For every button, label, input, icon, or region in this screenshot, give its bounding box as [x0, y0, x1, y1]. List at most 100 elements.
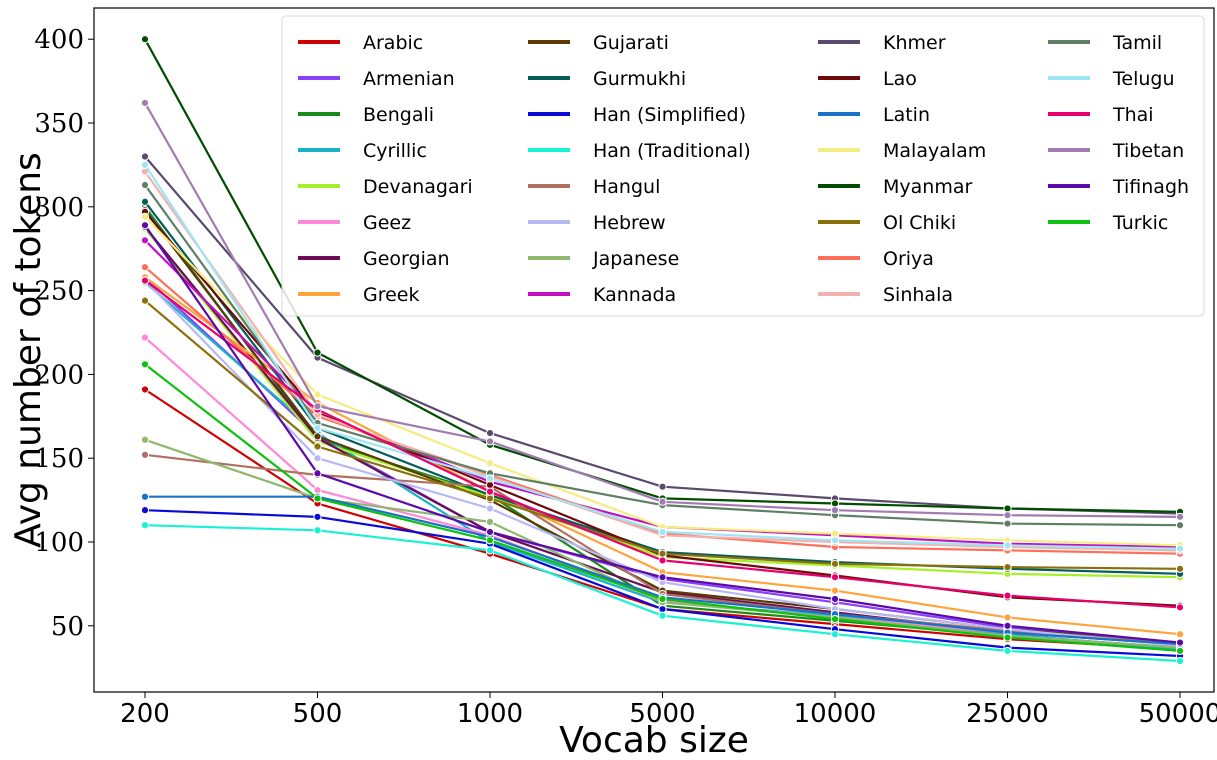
- data-point: [658, 594, 667, 604]
- data-point: [1175, 603, 1185, 612]
- legend-label: Latin: [883, 104, 930, 126]
- data-point: [1003, 563, 1012, 572]
- data-point: [485, 546, 495, 555]
- data-point: [658, 497, 667, 506]
- y-axis-title: Avg number of tokens: [8, 152, 49, 548]
- data-point: [658, 549, 667, 558]
- legend-label: Ol Chiki: [883, 212, 956, 234]
- legend-label: Greek: [363, 284, 420, 306]
- legend-label: Malayalam: [883, 140, 986, 162]
- legend-label: Sinhala: [883, 284, 953, 306]
- x-tick-label: 200: [120, 699, 170, 729]
- data-point: [140, 296, 150, 305]
- data-point: [1175, 646, 1185, 656]
- data-point: [140, 263, 150, 272]
- x-tick-label: 50000: [1139, 699, 1217, 729]
- legend-label: Han (Traditional): [593, 140, 751, 162]
- data-point: [140, 521, 150, 530]
- data-point: [1175, 638, 1185, 647]
- plot-frame: [93, 7, 1215, 693]
- legend-label: Telugu: [1112, 68, 1175, 90]
- data-point: [485, 487, 495, 496]
- legend-label: Geez: [363, 212, 411, 234]
- data-point: [140, 160, 150, 169]
- data-point: [1175, 544, 1185, 553]
- data-point: [140, 236, 150, 245]
- data-point: [1175, 656, 1185, 666]
- data-point: [830, 536, 840, 545]
- data-point: [658, 527, 667, 537]
- data-point: [313, 423, 322, 433]
- data-point: [140, 212, 150, 221]
- x-tick-label: 25000: [966, 699, 1049, 729]
- legend-box: [281, 15, 1205, 317]
- y-tick-label: 200: [34, 360, 84, 390]
- data-point: [313, 512, 322, 521]
- data-point: [140, 152, 150, 161]
- data-point: [313, 526, 322, 535]
- data-point: [313, 402, 322, 411]
- data-point: [140, 492, 150, 501]
- data-point: [485, 504, 495, 513]
- series-lines: [140, 35, 1185, 666]
- data-point: [485, 474, 495, 483]
- legend-label: Hangul: [593, 176, 660, 198]
- x-axis-ticks: 200 500 1000 5000 10000 25000 50000: [120, 692, 1217, 729]
- legend-label: Arabic: [363, 32, 423, 54]
- data-point: [830, 630, 840, 639]
- data-point: [485, 536, 495, 545]
- x-axis-title: Vocab size: [559, 720, 749, 760]
- legend-label: Myanmar: [883, 176, 972, 198]
- legend-label: Armenian: [363, 68, 455, 90]
- data-point: [1175, 521, 1185, 530]
- legend-label: Hebrew: [593, 212, 666, 234]
- y-tick-label: 100: [34, 528, 84, 558]
- legend-label: Tibetan: [1112, 140, 1184, 162]
- series-tifinagh: [140, 221, 1185, 647]
- data-point: [140, 276, 150, 285]
- data-point: [658, 482, 667, 491]
- data-point: [140, 435, 150, 444]
- data-point: [140, 98, 150, 107]
- y-tick-label: 250: [34, 277, 84, 307]
- data-point: [140, 506, 150, 515]
- data-point: [140, 333, 150, 342]
- y-tick-label: 350: [34, 109, 84, 139]
- data-point: [658, 573, 667, 582]
- series-tibetan: [140, 98, 1185, 521]
- x-tick-label: 10000: [794, 699, 877, 729]
- data-point: [1175, 630, 1185, 639]
- data-point: [1003, 633, 1012, 642]
- series-turkic: [140, 360, 1185, 656]
- legend-label: Japanese: [592, 248, 679, 270]
- data-point: [140, 450, 150, 459]
- data-point: [1175, 512, 1185, 521]
- x-tick-label: 5000: [629, 699, 695, 729]
- data-point: [313, 469, 322, 478]
- data-point: [313, 485, 322, 495]
- data-point: [830, 559, 840, 568]
- data-point: [313, 454, 322, 463]
- legend-label: Cyrillic: [363, 140, 427, 162]
- data-point: [485, 437, 495, 446]
- data-point: [658, 556, 667, 565]
- data-point: [1003, 511, 1012, 520]
- legend-label: Gurmukhi: [593, 68, 686, 90]
- data-point: [830, 529, 840, 538]
- data-point: [658, 604, 667, 614]
- x-tick-label: 1000: [457, 699, 523, 729]
- data-point: [140, 180, 150, 190]
- legend-label: Tifinagh: [1112, 176, 1189, 198]
- y-tick-label: 400: [34, 25, 84, 55]
- series-han-traditional-: [140, 521, 1185, 666]
- legend-label: Bengali: [363, 104, 434, 126]
- legend: Arabic Armenian Bengali Cyrillic Devanagari G…: [281, 15, 1205, 317]
- data-point: [313, 390, 322, 399]
- data-point: [830, 506, 840, 515]
- data-point: [485, 480, 495, 490]
- legend-label: Tamil: [1112, 32, 1162, 54]
- data-point: [830, 586, 840, 595]
- legend-label: Devanagari: [363, 176, 473, 198]
- data-point: [1003, 519, 1012, 528]
